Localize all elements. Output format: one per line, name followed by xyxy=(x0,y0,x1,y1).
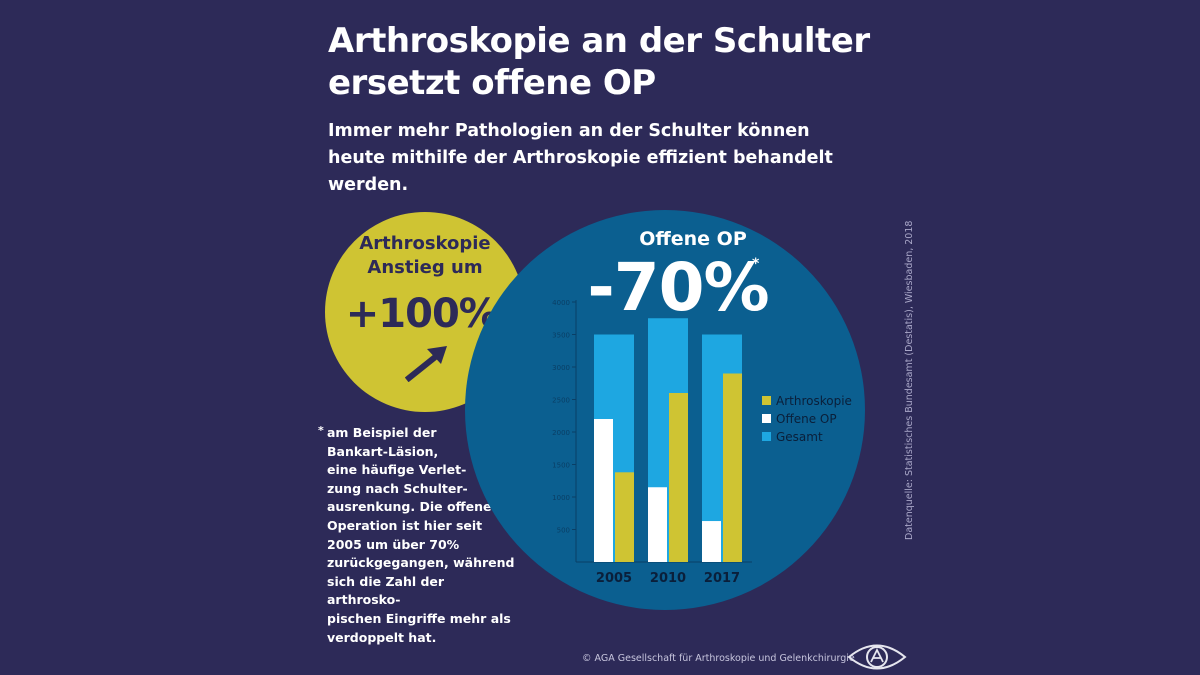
aga-eye-logo-icon xyxy=(847,644,907,670)
bar-arthroskopie xyxy=(615,472,634,562)
x-tick-label: 2017 xyxy=(704,571,740,586)
callout-label-line-2: Anstieg um xyxy=(367,257,483,278)
arrow-up-right-icon xyxy=(405,346,447,382)
y-tick-label: 4000 xyxy=(552,299,570,307)
bar-arthroskopie xyxy=(723,373,742,562)
increase-value-text: +100% xyxy=(345,291,499,337)
bar-offene-op xyxy=(594,419,613,562)
y-tick-label: 2000 xyxy=(552,429,570,437)
legend-label: Arthroskopie xyxy=(776,394,852,408)
footnote-star: * xyxy=(318,424,324,437)
open-op-decrease-value: -70% xyxy=(587,249,769,326)
bar-arthroskopie xyxy=(669,393,688,562)
legend-swatch xyxy=(762,396,771,405)
data-source: Datenquelle: Statistisches Bundesamt (De… xyxy=(904,220,915,540)
open-op-label: Offene OP xyxy=(639,228,747,250)
x-tick-label: 2010 xyxy=(650,571,686,586)
legend-swatch xyxy=(762,432,771,441)
title-line-2: ersetzt offene OP xyxy=(328,63,656,103)
subtitle: Immer mehr Pathologien an der Schulter k… xyxy=(328,121,833,195)
y-tick-label: 3000 xyxy=(552,364,570,372)
legend-label: Offene OP xyxy=(776,412,837,426)
bar-offene-op xyxy=(702,521,721,562)
y-tick-label: 1000 xyxy=(552,494,570,502)
y-tick-label: 1500 xyxy=(552,462,570,470)
title-line-1: Arthroskopie an der Schulter xyxy=(328,21,870,61)
page-title: Arthroskopie an der Schulter ersetzt off… xyxy=(328,20,948,104)
y-tick-label: 3500 xyxy=(552,332,570,340)
legend-label: Gesamt xyxy=(776,430,823,444)
callout-increase-value: +100%* xyxy=(325,290,525,338)
footnote-text: am Beispiel der Bankart-Läsion, eine häu… xyxy=(327,425,515,645)
copyright-notice: © AGA Gesellschaft für Arthroskopie und … xyxy=(582,653,855,664)
bar-offene-op xyxy=(648,487,667,562)
legend-swatch xyxy=(762,414,771,423)
open-op-footnote-star: * xyxy=(752,256,760,272)
x-tick-label: 2005 xyxy=(596,571,632,586)
y-tick-label: 2500 xyxy=(552,397,570,405)
y-tick-label: 500 xyxy=(557,527,570,535)
callout-label-line-1: Arthroskopie xyxy=(359,233,491,254)
